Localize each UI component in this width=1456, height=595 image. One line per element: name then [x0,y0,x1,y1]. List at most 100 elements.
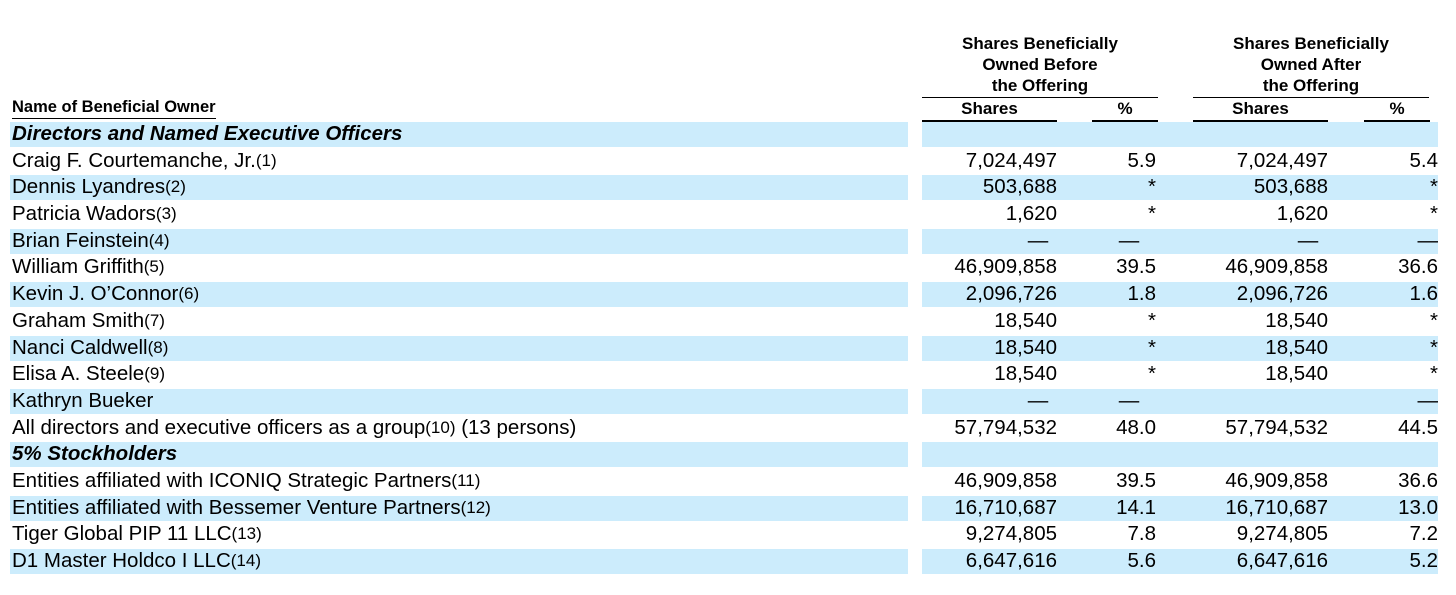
after-pct-cell: 7.2 [1362,521,1438,548]
before-pct-cell: * [1090,361,1156,388]
table-row: Tiger Global PIP 11 LLC(13) 9,274,805 7.8 9… [10,521,1438,548]
section-title: 5% Stockholders [12,441,177,468]
owner-name-cell: Kathryn Bueker [12,388,153,416]
owner-name: Craig F. Courtemanche, Jr. [12,149,256,172]
before-shares-cell: 9,274,805 [922,521,1057,548]
row-stripe [1156,282,1193,307]
after-pct-cell: * [1362,174,1438,201]
before-shares-cell: 46,909,858 [922,254,1057,281]
before-pct-cell: 5.9 [1090,148,1156,175]
footnote-ref: (7) [144,311,165,330]
row-stripe [1156,496,1193,521]
after-pct-cell: 13.0 [1362,495,1438,522]
before-shares-cell: 7,024,497 [922,148,1057,175]
footnote-ref: (2) [165,177,186,196]
owner-name-cell: Elisa A. Steele(9) [12,361,165,389]
before-pct-cell: — [1102,228,1156,255]
owner-name: Patricia Wadors [12,202,156,225]
after-pct-cell: 1.6 [1362,281,1438,308]
row-stripe [1090,442,1156,467]
before-pct-cell: * [1090,201,1156,228]
row-stripe [1328,336,1362,361]
after-pct-cell: 5.2 [1362,548,1438,575]
before-pct-cell: * [1090,335,1156,362]
footnote-ref: (1) [256,151,277,170]
owner-name: Tiger Global PIP 11 LLC [12,522,232,545]
before-shares-cell: 1,620 [922,201,1057,228]
footnote-ref: (14) [231,551,261,570]
name-column-header: Name of Beneficial Owner [12,97,216,119]
after-offering-header: Shares Beneficially Owned After the Offe… [1193,33,1429,96]
before-pct-cell: 48.0 [1090,415,1156,442]
after-pct-cell: — [1408,388,1438,415]
row-stripe [1090,122,1156,147]
footnote-ref: (8) [148,338,169,357]
row-stripe [1362,442,1438,467]
after-shares-cell: 16,710,687 [1193,495,1328,522]
before-pct-cell: 5.6 [1090,548,1156,575]
before-pct-cell: * [1090,174,1156,201]
after-pct-cell: 44.5 [1362,415,1438,442]
owner-name: Entities affiliated with Bessemer Ventur… [12,496,461,519]
row-stripe [1057,336,1090,361]
after-shares-cell: 1,620 [1193,201,1328,228]
row-stripe [1156,336,1193,361]
row-stripe [1328,175,1362,200]
table-row: Brian Feinstein(4) — — — — [10,228,1438,255]
table-row: Patricia Wadors(3) 1,620 * 1,620 * [10,201,1438,228]
after-header-line-3: the Offering [1193,75,1429,96]
before-shares-cell: 18,540 [922,335,1057,362]
after-shares-cell: 18,540 [1193,308,1328,335]
after-header-line-1: Shares Beneficially [1193,33,1429,54]
footnote-ref: (12) [461,498,491,517]
table-row: Kathryn Bueker — — — [10,388,1438,415]
section-header-row: 5% Stockholders [10,441,1438,468]
owner-name-cell: Entities affiliated with ICONIQ Strategi… [12,468,480,496]
footnote-ref: (11) [451,471,480,490]
owner-name-cell: Nanci Caldwell(8) [12,335,168,363]
row-stripe [1156,175,1193,200]
after-pct-header: % [1364,99,1430,122]
before-header-rule [922,97,1158,98]
row-stripe [1057,122,1090,147]
after-shares-cell: 18,540 [1193,335,1328,362]
section-header-row: Directors and Named Executive Officers [10,121,1438,148]
footnote-ref: (9) [144,364,165,383]
row-stripe [1156,442,1193,467]
before-shares-cell: 6,647,616 [922,548,1057,575]
owner-name-cell: Brian Feinstein(4) [12,228,170,256]
row-stripe [1193,122,1328,147]
after-shares-cell: 57,794,532 [1193,415,1328,442]
before-shares-cell: 503,688 [922,174,1057,201]
owner-name: All directors and executive officers as … [12,416,425,439]
owner-name-cell: William Griffith(5) [12,254,165,282]
table-row: Craig F. Courtemanche, Jr.(1) 7,024,497 5.… [10,148,1438,175]
after-pct-cell: — [1408,228,1438,255]
row-stripe [922,122,1057,147]
owner-name: Kevin J. O’Connor [12,282,178,305]
row-stripe [1057,496,1090,521]
table-row: All directors and executive officers as … [10,415,1438,442]
before-header-line-3: the Offering [922,75,1158,96]
owner-name-cell: All directors and executive officers as … [12,415,576,443]
before-pct-cell: 39.5 [1090,468,1156,495]
owner-name-cell: Craig F. Courtemanche, Jr.(1) [12,148,277,176]
table-row: Kevin J. O’Connor(6) 2,096,726 1.8 2,096,72… [10,281,1438,308]
owner-name: Entities affiliated with ICONIQ Strategi… [12,469,451,492]
row-stripe [1057,549,1090,574]
owner-name: Nanci Caldwell [12,336,148,359]
before-pct-cell: 7.8 [1090,521,1156,548]
row-stripe [1156,389,1193,414]
owner-name: D1 Master Holdco I LLC [12,549,231,572]
after-shares-cell: 7,024,497 [1193,148,1328,175]
after-shares-cell: — [1278,228,1338,255]
after-shares-cell: 18,540 [1193,361,1328,388]
row-stripe [1193,389,1328,414]
before-shares-cell: 18,540 [922,308,1057,335]
table-body: Directors and Named Executive Officers Cr… [10,121,1438,575]
table-row: D1 Master Holdco I LLC(14) 6,647,616 5.6 6,… [10,548,1438,575]
footnote-ref: (10) [425,418,455,437]
before-header-line-1: Shares Beneficially [922,33,1158,54]
before-pct-cell: 14.1 [1090,495,1156,522]
before-shares-cell: 2,096,726 [922,281,1057,308]
